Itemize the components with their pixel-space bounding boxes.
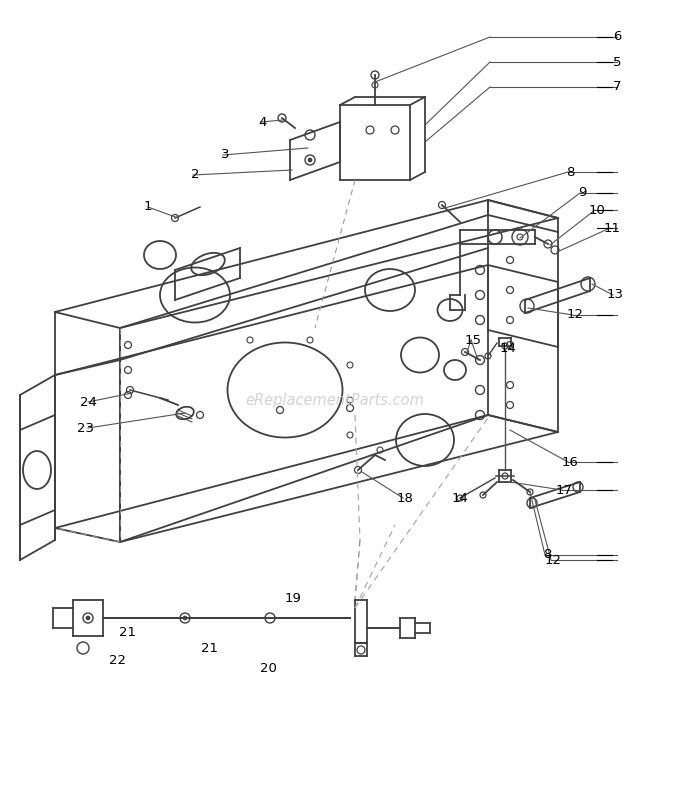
Text: 23: 23: [77, 422, 94, 435]
Text: 5: 5: [613, 56, 621, 68]
Text: 12: 12: [545, 553, 561, 567]
Text: 17: 17: [555, 484, 572, 496]
Text: 13: 13: [607, 289, 623, 301]
Text: 21: 21: [119, 626, 137, 638]
Text: 21: 21: [202, 641, 218, 655]
Text: 24: 24: [80, 396, 96, 408]
Circle shape: [86, 616, 90, 620]
Text: 10: 10: [588, 203, 605, 217]
Text: 14: 14: [452, 491, 468, 505]
Text: 3: 3: [221, 148, 229, 162]
Text: 4: 4: [259, 115, 267, 129]
Text: 8: 8: [565, 166, 574, 178]
Circle shape: [183, 616, 187, 620]
Text: 8: 8: [543, 549, 551, 561]
Text: 7: 7: [613, 81, 621, 93]
Text: 9: 9: [578, 187, 586, 199]
Text: 14: 14: [499, 341, 516, 355]
Text: eReplacementParts.com: eReplacementParts.com: [245, 392, 425, 407]
Text: 19: 19: [284, 592, 301, 604]
Text: 12: 12: [567, 309, 584, 322]
Text: 11: 11: [603, 221, 621, 235]
Text: 15: 15: [464, 334, 481, 346]
Text: 18: 18: [396, 491, 413, 505]
Text: 1: 1: [144, 200, 152, 214]
Circle shape: [308, 158, 312, 162]
Text: 22: 22: [109, 653, 127, 666]
Text: 20: 20: [259, 662, 276, 674]
Text: 16: 16: [561, 455, 578, 469]
Text: 6: 6: [613, 31, 621, 43]
Text: 2: 2: [191, 169, 200, 181]
